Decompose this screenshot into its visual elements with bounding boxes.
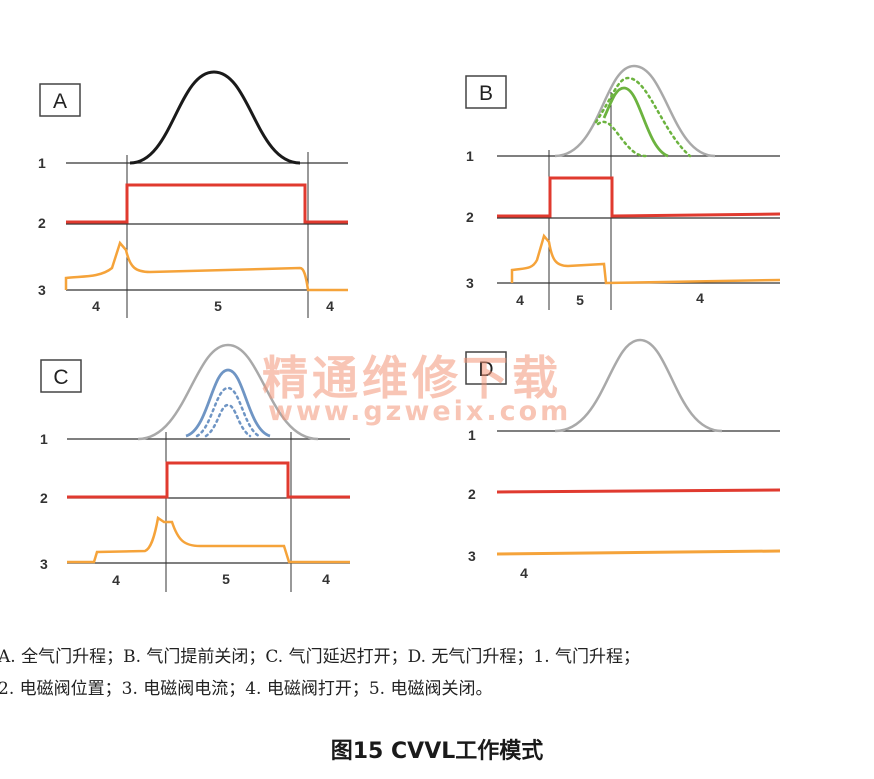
phase-label-open: 4 bbox=[516, 292, 524, 308]
panel-b: B 1 2 3 4 5 4 bbox=[465, 64, 781, 310]
panel-c: C 1 2 3 4 5 4 bbox=[40, 343, 350, 592]
figure-title: 图15 CVVL工作模式 bbox=[330, 739, 544, 764]
phase-label-open: 4 bbox=[112, 572, 120, 588]
early-close-lift-curve-dotted bbox=[596, 120, 648, 158]
row-label-solenoid-position: 2 bbox=[466, 209, 474, 225]
delayed-open-lift-curve-dotted bbox=[204, 403, 252, 438]
solenoid-position-line bbox=[497, 176, 781, 218]
phase-label-open: 4 bbox=[92, 298, 100, 314]
solenoid-current-curve bbox=[64, 240, 348, 292]
panel-a: A 1 2 3 4 5 4 bbox=[38, 70, 348, 318]
panel-label-box bbox=[465, 351, 507, 385]
phase-label-closed: 5 bbox=[222, 571, 230, 587]
panel-label: B bbox=[479, 82, 493, 105]
panel-label-box bbox=[39, 83, 81, 117]
panel-label: C bbox=[53, 366, 68, 389]
row-label-valve-lift: 1 bbox=[38, 155, 46, 171]
phase-label-closed: 5 bbox=[214, 298, 222, 314]
phase-label-open: 4 bbox=[322, 571, 330, 587]
solenoid-current-curve bbox=[510, 233, 781, 285]
row-label-solenoid-current: 3 bbox=[40, 556, 48, 572]
panel-d: D 1 2 3 4 bbox=[465, 338, 781, 581]
early-close-lift-curve bbox=[602, 86, 669, 158]
phase-label-open: 4 bbox=[520, 565, 528, 581]
watermark-url: www.gzweix.com bbox=[268, 396, 572, 427]
panel-label-box bbox=[465, 75, 507, 109]
cvvl-diagram: A 1 2 3 4 5 4 B 1 2 3 4 5 4 bbox=[38, 64, 781, 592]
solenoid-current-curve bbox=[67, 515, 350, 564]
full-lift-reference-curve bbox=[554, 64, 716, 158]
row-label-solenoid-current: 3 bbox=[468, 548, 476, 564]
phase-label-open: 4 bbox=[326, 298, 334, 314]
row-label-solenoid-current: 3 bbox=[466, 275, 474, 291]
caption-line-2: 2. 电磁阀位置；3. 电磁阀电流；4. 电磁阀打开；5. 电磁阀关闭。 bbox=[0, 679, 493, 699]
phase-label-open: 4 bbox=[696, 290, 704, 306]
solenoid-current-line bbox=[496, 549, 781, 556]
panel-label: D bbox=[478, 358, 493, 381]
valve-lift-curve bbox=[129, 70, 301, 165]
row-label-valve-lift: 1 bbox=[40, 431, 48, 447]
row-label-solenoid-current: 3 bbox=[38, 282, 46, 298]
solenoid-position-line bbox=[67, 461, 350, 499]
row-label-valve-lift: 1 bbox=[466, 148, 474, 164]
watermark-text: 精通维修下载 bbox=[262, 351, 562, 405]
solenoid-position-line bbox=[496, 488, 781, 494]
delayed-open-lift-curve bbox=[185, 368, 271, 438]
full-lift-reference-curve bbox=[137, 343, 319, 441]
row-label-valve-lift: 1 bbox=[468, 427, 476, 443]
solenoid-position-line bbox=[66, 183, 348, 224]
full-lift-reference-curve bbox=[554, 338, 723, 433]
caption-line-1: A. 全气门升程；B. 气门提前关闭；C. 气门延迟打开；D. 无气门升程；1.… bbox=[0, 647, 641, 667]
panel-label-box bbox=[40, 359, 82, 393]
panel-label: A bbox=[53, 90, 67, 113]
phase-label-closed: 5 bbox=[576, 292, 584, 308]
row-label-solenoid-position: 2 bbox=[38, 215, 46, 231]
row-label-solenoid-position: 2 bbox=[468, 486, 476, 502]
row-label-solenoid-position: 2 bbox=[40, 490, 48, 506]
early-close-lift-curve-dotted bbox=[594, 76, 692, 158]
delayed-open-lift-curve-dotted bbox=[195, 386, 261, 438]
